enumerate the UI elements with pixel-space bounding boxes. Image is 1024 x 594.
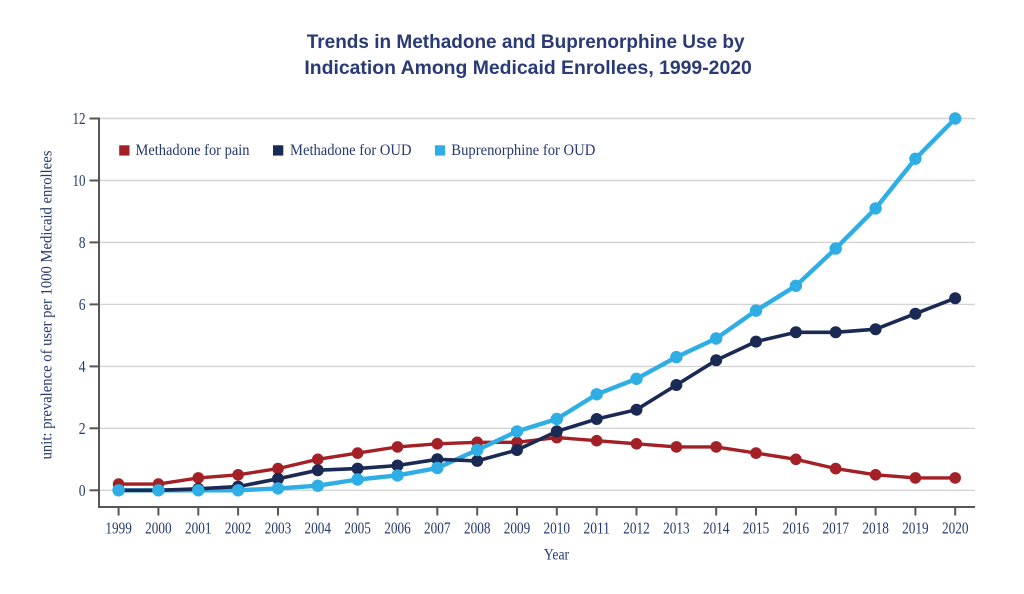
svg-text:Buprenorphine for OUD: Buprenorphine for OUD — [451, 142, 595, 159]
svg-text:2001: 2001 — [185, 519, 212, 538]
svg-text:12: 12 — [73, 109, 86, 128]
svg-text:2016: 2016 — [783, 519, 810, 538]
svg-text:2012: 2012 — [623, 519, 650, 538]
svg-text:2017: 2017 — [822, 519, 849, 538]
svg-text:2009: 2009 — [504, 519, 531, 538]
svg-text:2014: 2014 — [703, 519, 730, 538]
svg-text:2007: 2007 — [424, 519, 451, 538]
svg-text:10: 10 — [73, 171, 86, 190]
svg-text:2011: 2011 — [583, 519, 610, 538]
svg-text:2003: 2003 — [265, 519, 292, 538]
svg-text:1999: 1999 — [105, 519, 132, 538]
svg-text:2013: 2013 — [663, 519, 690, 538]
svg-text:2: 2 — [79, 419, 86, 438]
svg-text:2020: 2020 — [942, 519, 969, 538]
svg-text:2008: 2008 — [464, 519, 491, 538]
svg-text:Indication Among Medicaid Enro: Indication Among Medicaid Enrollees, 199… — [304, 57, 751, 79]
svg-text:Methadone for OUD: Methadone for OUD — [290, 142, 412, 159]
svg-text:2000: 2000 — [145, 519, 172, 538]
svg-text:2019: 2019 — [902, 519, 929, 538]
svg-text:Year: Year — [544, 546, 570, 563]
svg-text:6: 6 — [79, 295, 86, 314]
svg-text:Methadone for pain: Methadone for pain — [136, 142, 250, 159]
svg-text:2004: 2004 — [305, 519, 332, 538]
svg-text:2015: 2015 — [743, 519, 770, 538]
svg-text:2005: 2005 — [344, 519, 371, 538]
svg-text:Trends in Methadone and Bupren: Trends in Methadone and Buprenorphine Us… — [307, 31, 745, 53]
svg-text:2006: 2006 — [384, 519, 411, 538]
svg-text:unit: prevalence of user per 1: unit: prevalence of user per 1000 Medica… — [39, 151, 56, 460]
svg-text:4: 4 — [79, 357, 86, 376]
svg-text:2010: 2010 — [544, 519, 571, 538]
svg-text:0: 0 — [79, 481, 86, 500]
svg-text:8: 8 — [79, 233, 86, 252]
svg-text:2002: 2002 — [225, 519, 252, 538]
svg-text:2018: 2018 — [862, 519, 889, 538]
